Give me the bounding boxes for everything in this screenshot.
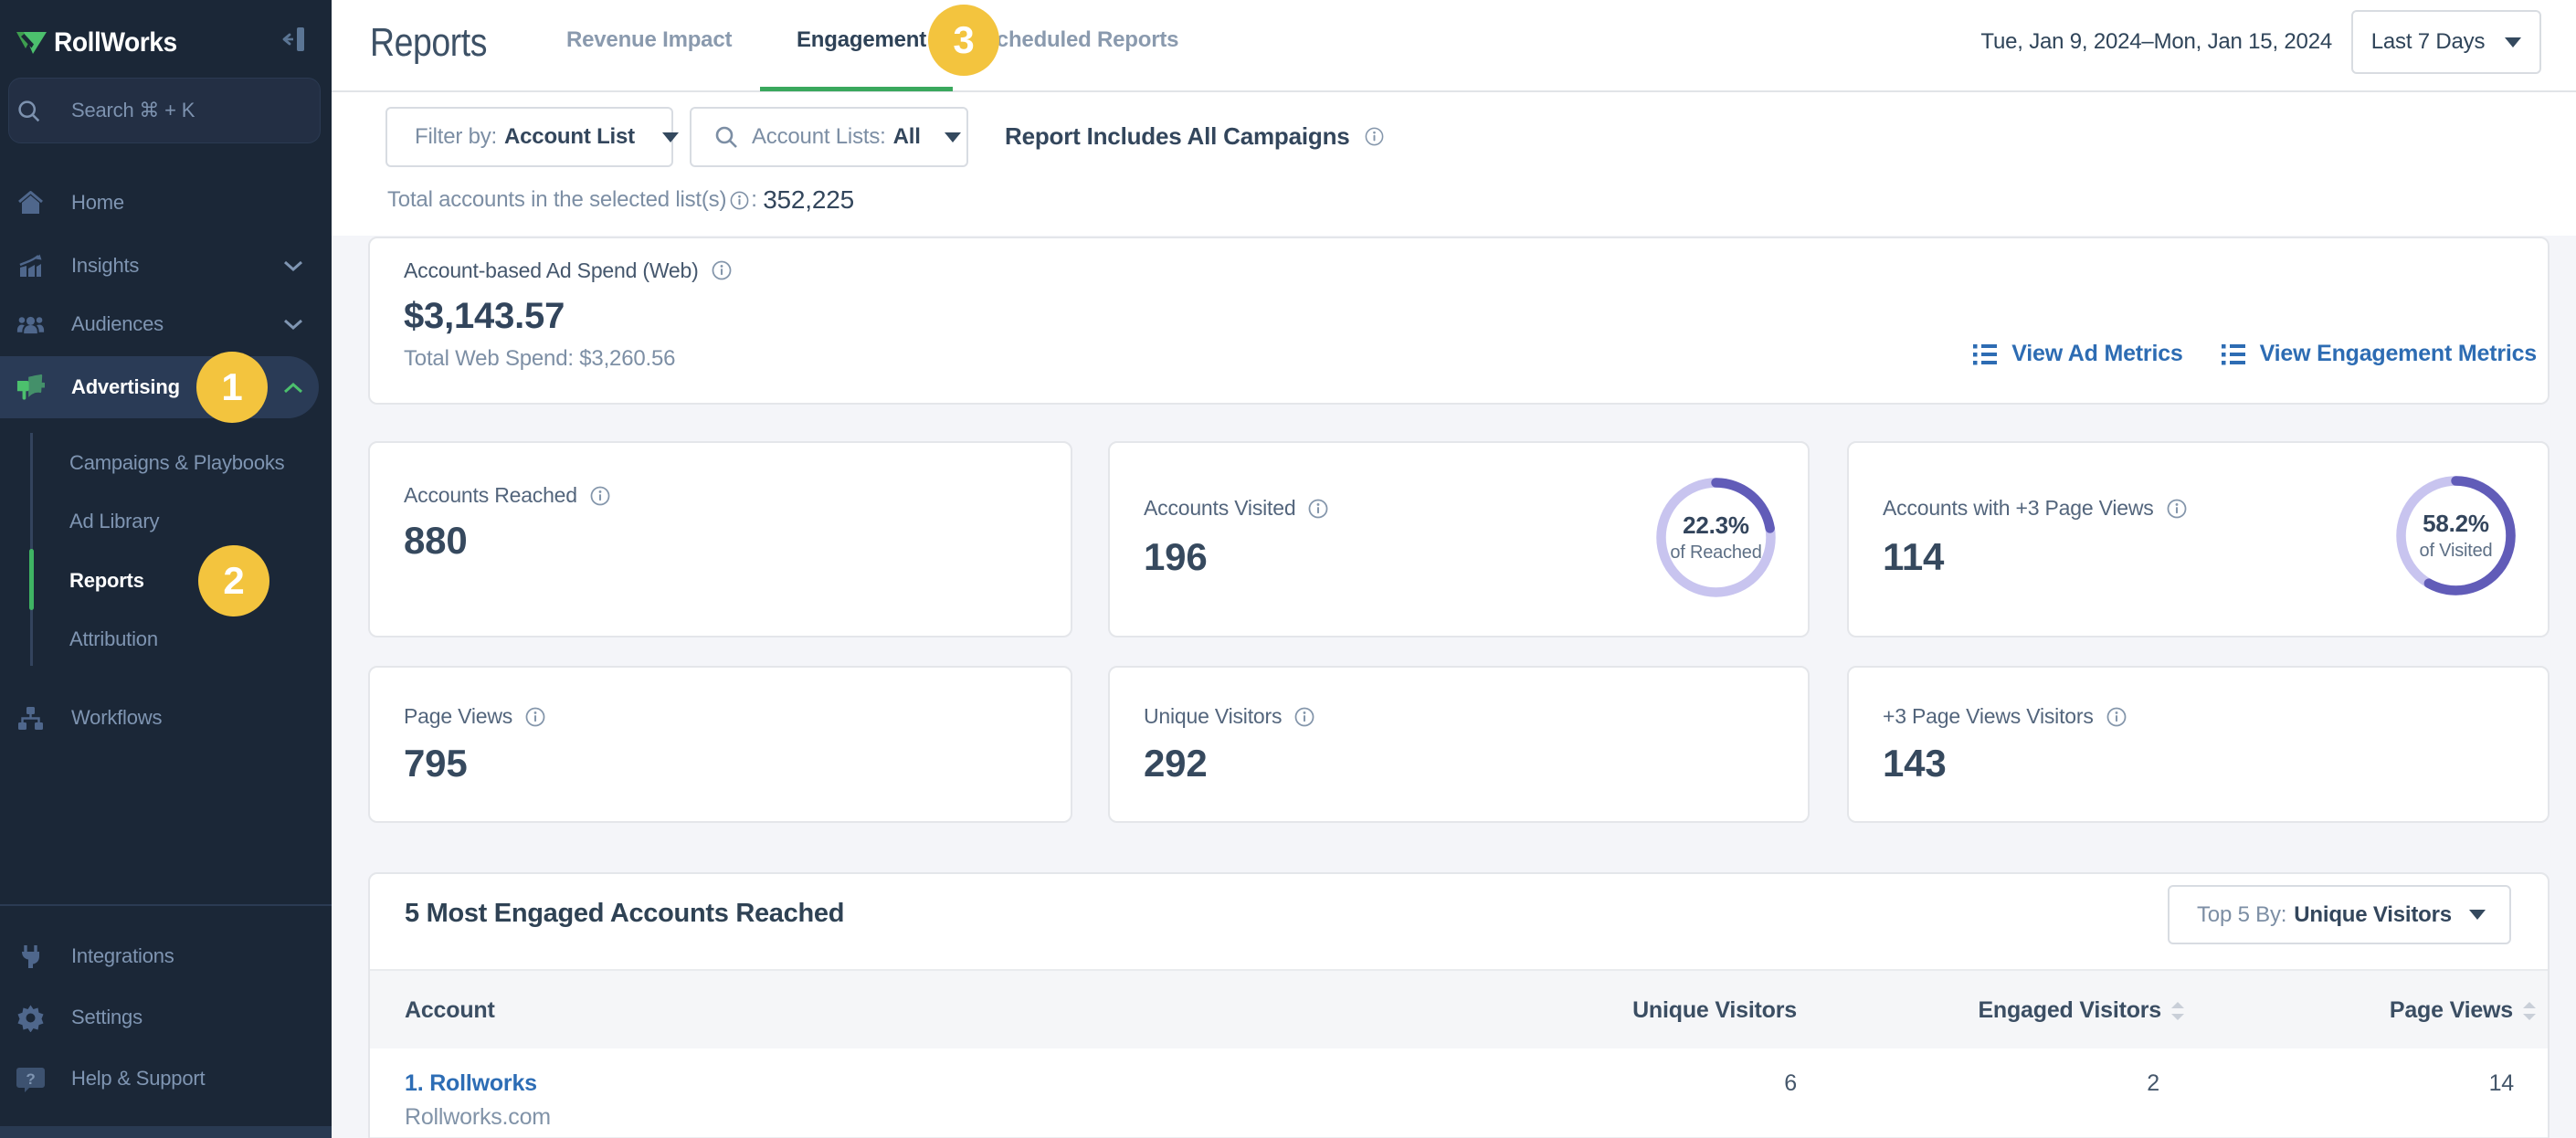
svg-text:?: ? <box>26 1070 35 1088</box>
